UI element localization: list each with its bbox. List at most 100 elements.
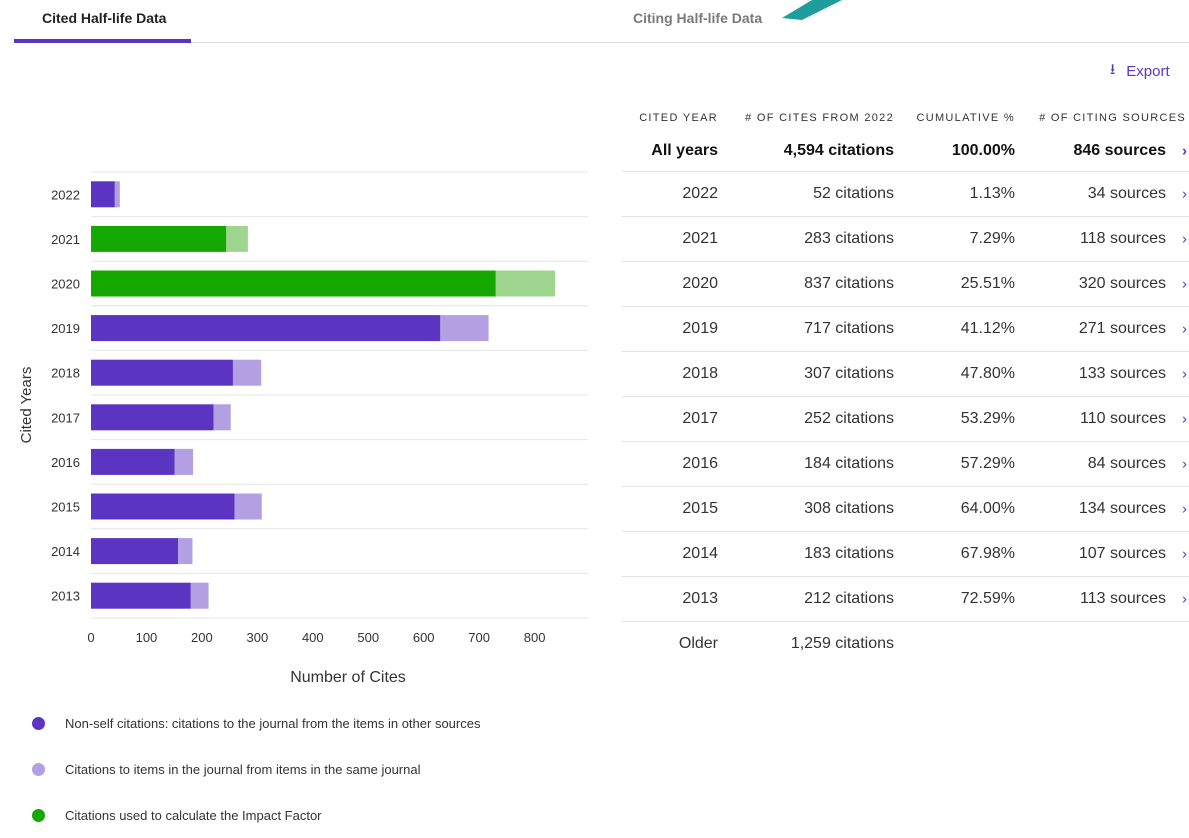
cumulative-cell: 72.59%: [960, 590, 1015, 607]
cumulative-cell: 41.12%: [960, 320, 1015, 337]
table-row: 2021 283 citations 7.29% 118 sources ›: [622, 217, 1189, 262]
export-label: Export: [1126, 63, 1170, 80]
y-tick-label: 2019: [51, 321, 80, 336]
bar-self: [232, 359, 262, 386]
chevron-right-icon[interactable]: ›: [1182, 185, 1187, 203]
older-year: Older: [678, 635, 718, 652]
year-cell: 2015: [682, 500, 718, 517]
cites-cell: 283 citations: [804, 230, 894, 247]
sources-link[interactable]: 34 sources: [1087, 185, 1166, 202]
year-cell: 2022: [682, 185, 718, 202]
x-tick-label: 800: [524, 630, 546, 645]
x-tick-label: 200: [191, 630, 213, 645]
sources-link[interactable]: 134 sources: [1078, 500, 1166, 517]
sources-link[interactable]: 110 sources: [1080, 410, 1166, 427]
table-header: CITED YEAR # OF CITES FROM 2022 CUMULATI…: [622, 105, 1189, 131]
bar-self: [114, 181, 120, 208]
header-cited-year: CITED YEAR: [639, 112, 718, 124]
cumulative-cell: 57.29%: [960, 455, 1015, 472]
header-citing-sources: # OF CITING SOURCES: [1039, 112, 1186, 124]
x-tick-label: 300: [246, 630, 268, 645]
legend-item: Citations used to calculate the Impact F…: [32, 792, 480, 838]
bar-self: [495, 270, 556, 297]
cites-cell: 252 citations: [804, 410, 894, 427]
chevron-right-icon[interactable]: ›: [1182, 590, 1187, 608]
cumulative-cell: 25.51%: [960, 275, 1015, 292]
year-cell: 2016: [682, 455, 718, 472]
active-tab-indicator: [14, 39, 191, 43]
cumulative-cell: 64.00%: [960, 500, 1015, 517]
sources-link[interactable]: 320 sources: [1078, 275, 1166, 292]
bar-nonself: [91, 315, 441, 342]
cites-cell: 52 citations: [813, 185, 894, 202]
cited-half-life-table: CITED YEAR # OF CITES FROM 2022 CUMULATI…: [622, 105, 1189, 666]
total-sources-link[interactable]: 846 sources: [1073, 142, 1166, 159]
sources-link[interactable]: 113 sources: [1080, 590, 1166, 607]
table-row: 2014 183 citations 67.98% 107 sources ›: [622, 532, 1189, 577]
tab-divider: [14, 42, 1189, 43]
older-cites: 1,259 citations: [790, 635, 894, 652]
total-cites: 4,594 citations: [783, 142, 894, 159]
chevron-right-icon[interactable]: ›: [1182, 320, 1187, 338]
cites-cell: 184 citations: [804, 455, 894, 472]
chart-legend: Non-self citations: citations to the jou…: [32, 700, 480, 838]
bar-self: [234, 493, 262, 520]
year-cell: 2017: [682, 410, 718, 427]
year-cell: 2014: [682, 545, 718, 562]
legend-swatch: [32, 716, 45, 730]
total-year: All years: [651, 142, 718, 159]
bar-self: [174, 448, 194, 475]
bar-nonself: [91, 538, 179, 565]
legend-label: Non-self citations: citations to the jou…: [65, 715, 481, 731]
cites-cell: 837 citations: [804, 275, 894, 292]
legend-swatch: [32, 762, 45, 776]
cumulative-cell: 7.29%: [969, 230, 1015, 247]
y-tick-label: 2015: [51, 500, 80, 515]
chevron-right-icon[interactable]: ›: [1182, 410, 1187, 428]
table-row-older: Older 1,259 citations: [622, 622, 1189, 666]
cumulative-cell: 53.29%: [960, 410, 1015, 427]
chevron-right-icon[interactable]: ›: [1182, 455, 1187, 473]
tab-citing-half-life[interactable]: Citing Half-life Data: [633, 10, 763, 26]
sources-link[interactable]: 107 sources: [1078, 545, 1166, 562]
bar-nonself: [91, 448, 175, 475]
bar-self: [226, 225, 248, 252]
x-axis-title: Number of Cites: [290, 669, 406, 686]
year-cell: 2013: [682, 590, 718, 607]
cumulative-cell: 1.13%: [969, 185, 1015, 202]
chevron-right-icon[interactable]: ›: [1182, 500, 1187, 518]
sources-link[interactable]: 84 sources: [1087, 455, 1166, 472]
legend-swatch: [32, 808, 45, 822]
bar-nonself: [91, 582, 191, 609]
sources-link[interactable]: 271 sources: [1078, 320, 1166, 337]
cites-cell: 183 citations: [804, 545, 894, 562]
cites-cell: 212 citations: [804, 590, 894, 607]
total-cumulative: 100.00%: [951, 142, 1015, 159]
cites-cell: 717 citations: [804, 320, 894, 337]
chevron-right-icon[interactable]: ›: [1182, 230, 1187, 248]
pointer-arrow-decoration: [782, 0, 842, 20]
bar-self: [190, 582, 209, 609]
y-tick-label: 2013: [51, 589, 80, 604]
bar-nonself: [91, 225, 227, 252]
x-tick-label: 600: [413, 630, 435, 645]
header-cumulative: CUMULATIVE %: [916, 112, 1015, 124]
table-row: 2015 308 citations 64.00% 134 sources ›: [622, 487, 1189, 532]
chevron-right-icon[interactable]: ›: [1182, 275, 1187, 293]
bar-self: [440, 315, 489, 342]
x-tick-label: 500: [357, 630, 379, 645]
cumulative-cell: 47.80%: [960, 365, 1015, 382]
chevron-right-icon[interactable]: ›: [1182, 142, 1187, 160]
export-button[interactable]: ⭳ Export: [1110, 59, 1170, 84]
tab-cited-half-life[interactable]: Cited Half-life Data: [42, 10, 167, 26]
y-tick-label: 2017: [51, 410, 80, 425]
chevron-right-icon[interactable]: ›: [1182, 545, 1187, 563]
bar-self: [213, 404, 231, 431]
sources-link[interactable]: 133 sources: [1078, 365, 1166, 382]
chevron-right-icon[interactable]: ›: [1182, 365, 1187, 383]
legend-item: Non-self citations: citations to the jou…: [32, 700, 480, 746]
table-row: 2019 717 citations 41.12% 271 sources ›: [622, 307, 1189, 352]
cited-half-life-chart: 2022 2021 2020 2019 2018 2017 2016 2015 2014 2013…: [18, 171, 588, 686]
bar-nonself: [91, 359, 233, 386]
sources-link[interactable]: 118 sources: [1080, 230, 1166, 247]
